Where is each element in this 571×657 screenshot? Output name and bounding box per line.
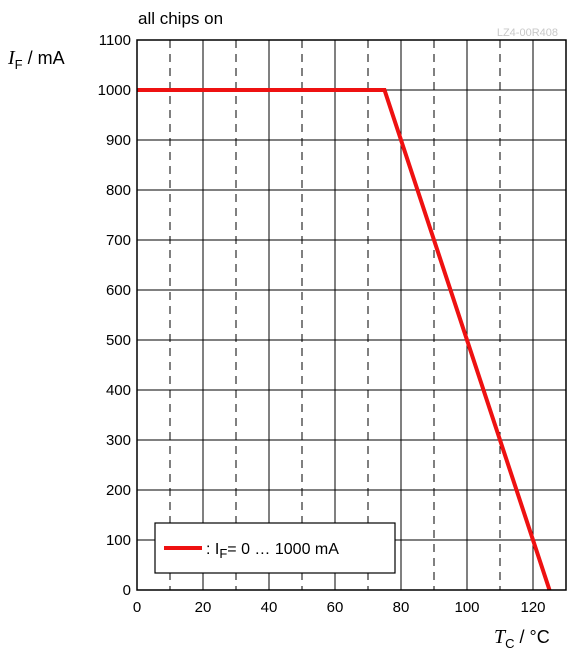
chart-title: all chips on bbox=[138, 9, 223, 28]
y-tick-label: 400 bbox=[106, 382, 131, 399]
x-tick-label: 20 bbox=[195, 599, 212, 616]
legend-label-subscript: F bbox=[219, 546, 227, 561]
y-tick-label: 0 bbox=[123, 582, 131, 599]
y-tick-label: 1000 bbox=[98, 82, 131, 99]
x-axis-symbol: T bbox=[494, 626, 507, 648]
x-tick-label: 0 bbox=[133, 599, 141, 616]
y-tick-label: 900 bbox=[106, 132, 131, 149]
figure-code: LZ4-00R408 bbox=[497, 27, 558, 39]
legend: : IF= 0 … 1000 mA bbox=[154, 522, 396, 574]
y-tick-label: 500 bbox=[106, 332, 131, 349]
legend-label-prefix: : I bbox=[206, 541, 219, 558]
legend-label: : IF= 0 … 1000 mA bbox=[206, 541, 339, 561]
series-layer bbox=[137, 88, 552, 591]
y-tick-label: 700 bbox=[106, 232, 131, 249]
x-axis-unit: / °C bbox=[515, 627, 550, 647]
series-line bbox=[137, 88, 552, 591]
x-tick-label: 100 bbox=[454, 599, 479, 616]
y-tick-label: 1100 bbox=[99, 32, 131, 49]
plot-frame bbox=[136, 39, 567, 591]
x-tick-label: 40 bbox=[261, 599, 278, 616]
y-axis-subscript: F bbox=[15, 57, 23, 72]
y-axis-label: IF / mA bbox=[7, 47, 65, 72]
legend-label-suffix: = 0 … 1000 mA bbox=[227, 541, 339, 558]
x-axis-label: TC / °C bbox=[494, 626, 550, 651]
y-tick-label: 600 bbox=[106, 282, 131, 299]
grid bbox=[136, 39, 566, 591]
x-axis-subscript: C bbox=[505, 636, 514, 651]
y-tick-labels: 0 100 200 300 400 500 600 700 800 900 1000 1100 bbox=[98, 32, 131, 599]
y-axis-symbol: I bbox=[7, 47, 16, 69]
y-tick-label: 200 bbox=[106, 482, 131, 499]
y-tick-label: 300 bbox=[106, 432, 131, 449]
x-tick-label: 80 bbox=[393, 599, 410, 616]
x-tick-label: 120 bbox=[520, 599, 545, 616]
x-tick-label: 60 bbox=[327, 599, 344, 616]
y-axis-unit: / mA bbox=[23, 48, 65, 68]
y-tick-label: 800 bbox=[106, 182, 131, 199]
x-tick-labels: 0 20 40 60 80 100 120 bbox=[133, 599, 546, 616]
y-tick-label: 100 bbox=[106, 532, 131, 549]
